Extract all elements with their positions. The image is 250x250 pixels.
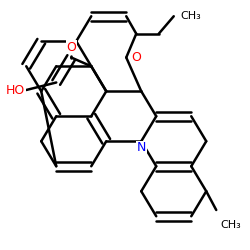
Text: HO: HO [6,84,25,96]
Text: CH₃: CH₃ [220,220,241,230]
Text: O: O [66,41,76,54]
Text: O: O [131,51,141,64]
Text: N: N [136,141,146,154]
Text: CH₃: CH₃ [180,11,201,21]
